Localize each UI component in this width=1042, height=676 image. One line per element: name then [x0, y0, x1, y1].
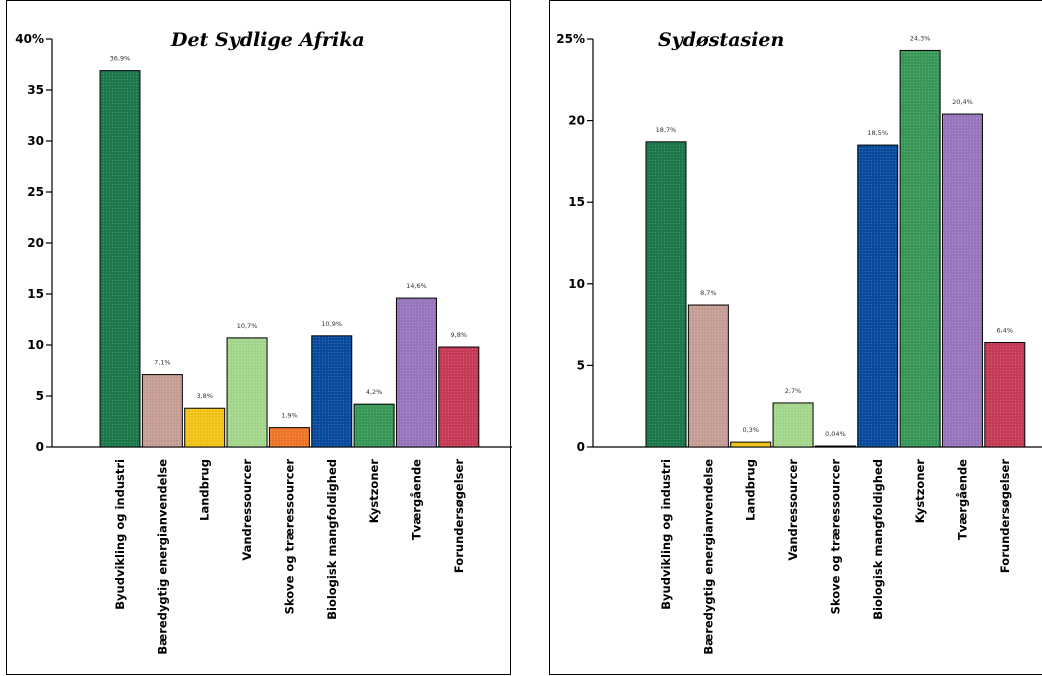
category-label: Skove og træressourcer: [282, 459, 296, 615]
y-tick-label: 0: [577, 440, 585, 454]
data-label: 7,1%: [154, 359, 171, 367]
bar: [941, 113, 983, 448]
data-label: 10,9%: [321, 320, 342, 328]
category-label: Byudvikling og industri: [113, 459, 127, 610]
y-tick-label: 5: [577, 358, 585, 372]
bar: [268, 427, 310, 448]
chart-panel-sydoestasien: Sydøstasien 0 5 10 15 20 25% 18,7% Byudvikling …: [549, 0, 1042, 675]
chart-sydoestasien: Sydøstasien 0 5 10 15 20 25% 18,7% Byudvikling …: [556, 29, 1042, 655]
y-tick-label: 15: [568, 195, 585, 209]
category-label: Bæredygtig energianvendelse: [701, 459, 715, 655]
category-label: Bæredygtig energianvendelse: [155, 459, 169, 655]
category-label: Kystzoner: [913, 459, 927, 524]
bar: [899, 49, 941, 448]
category-label: Vandressourcer: [240, 459, 254, 561]
y-tick-label: 20: [27, 236, 44, 250]
category-label: Landbrug: [198, 459, 212, 521]
chart-sydlige-afrika: Det Sydlige Afrika 0 5 10 15 20 25 30 35 40% 36,9…: [15, 29, 512, 655]
bar: [99, 70, 141, 448]
data-label: 6,4%: [997, 327, 1014, 335]
y-tick-label: 25%: [556, 32, 585, 46]
chart-title: Det Sydlige Afrika: [170, 29, 365, 51]
bar: [984, 342, 1026, 448]
bar: [857, 144, 899, 448]
y-tick-label: 35: [27, 83, 44, 97]
data-label: 18,5%: [867, 129, 888, 137]
data-label: 10,7%: [237, 322, 258, 330]
category-label: Tværgående: [409, 459, 423, 540]
category-label: Byudvikling og industri: [659, 459, 673, 610]
category-label: Forundersøgelser: [452, 459, 466, 573]
bar: [353, 403, 395, 448]
category-label: Skove og træressourcer: [828, 459, 842, 615]
bar: [184, 407, 226, 448]
data-label: 9,8%: [451, 331, 468, 339]
chart-panel-sydlige-afrika: Det Sydlige Afrika 0 5 10 15 20 25 30 35 40% 36,9…: [6, 0, 512, 675]
data-label: 24,3%: [910, 34, 931, 42]
bar: [687, 304, 729, 448]
bar: [311, 335, 353, 448]
category-label: Forundersøgelser: [998, 459, 1012, 573]
category-label: Landbrug: [744, 459, 758, 521]
chart-title: Sydøstasien: [658, 29, 784, 51]
data-label: 18,7%: [656, 126, 677, 134]
data-label: 4,2%: [366, 388, 383, 396]
category-label: Biologisk mangfoldighed: [325, 459, 339, 620]
bar: [772, 402, 814, 448]
category-label: Vandressourcer: [786, 459, 800, 561]
bar: [438, 346, 480, 448]
bar: [730, 441, 772, 448]
data-label: 2,7%: [785, 387, 802, 395]
y-tick-label: 0: [36, 440, 44, 454]
bar: [814, 445, 856, 448]
category-label: Tværgående: [955, 459, 969, 540]
y-tick-label: 5: [36, 389, 44, 403]
data-label: 14,6%: [406, 282, 427, 290]
category-label: Biologisk mangfoldighed: [871, 459, 885, 620]
y-tick-label: 40%: [15, 32, 44, 46]
bar: [226, 337, 268, 448]
y-tick-label: 15: [27, 287, 44, 301]
bar: [395, 297, 437, 448]
data-label: 20,4%: [952, 98, 973, 106]
data-label: 0,04%: [825, 430, 846, 438]
y-tick-label: 10: [27, 338, 44, 352]
data-label: 1,9%: [281, 412, 298, 420]
bar: [141, 374, 183, 448]
data-label: 0,3%: [742, 426, 759, 434]
y-tick-label: 20: [568, 114, 585, 128]
data-label: 3,8%: [196, 392, 213, 400]
data-label: 8,7%: [700, 289, 717, 297]
data-label: 36,9%: [110, 55, 131, 63]
y-tick-label: 30: [27, 134, 44, 148]
category-label: Kystzoner: [367, 459, 381, 524]
y-tick-label: 25: [27, 185, 44, 199]
y-tick-label: 10: [568, 277, 585, 291]
bar: [645, 141, 687, 448]
